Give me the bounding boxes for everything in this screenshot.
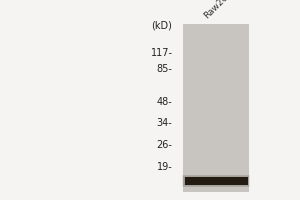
Bar [184,177,248,185]
Text: Raw264: Raw264 [202,0,234,20]
Text: 34-: 34- [157,118,172,128]
Text: 85-: 85- [157,64,172,74]
Bar [183,175,249,187]
Bar [184,177,248,185]
Text: 48-: 48- [157,97,172,107]
Text: 117-: 117- [151,48,172,58]
Bar [182,175,250,187]
Text: 19-: 19- [157,162,172,172]
Bar [183,24,249,192]
Text: 26-: 26- [157,140,172,150]
Text: (kD): (kD) [152,20,172,30]
Bar [183,176,249,186]
